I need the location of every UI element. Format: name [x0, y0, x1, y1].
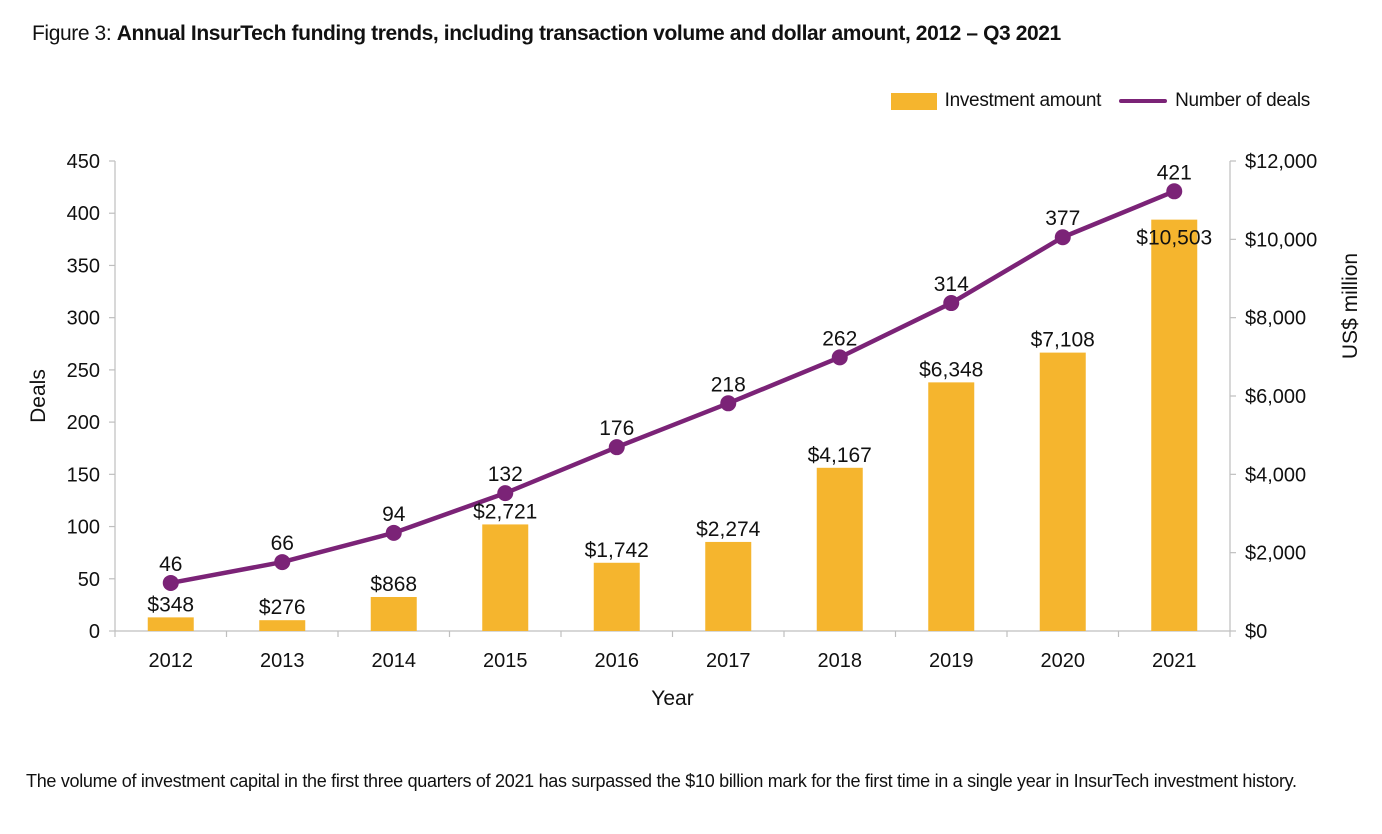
deals-data-label: 132: [488, 463, 523, 486]
bar-2021: [1151, 219, 1198, 631]
footnote: The volume of investment capital in the …: [26, 771, 1297, 791]
bar-2012: [147, 617, 194, 631]
x-tick-label: 2018: [818, 650, 863, 672]
bar-data-label: $1,742: [585, 539, 649, 562]
bar-data-label: $6,348: [919, 358, 983, 381]
funding-chart: 0 50 100 150 200 250 300 350 400 450 $0 $2,000 $4,00…: [27, 151, 1362, 710]
bar-data-label: $4,167: [808, 444, 872, 467]
right-tick-label: $8,000: [1245, 308, 1306, 330]
bar-2019: [928, 382, 975, 631]
bar-2017: [705, 541, 752, 631]
figure-title: Figure 3: Annual InsurTech funding trend…: [32, 22, 1061, 46]
deals-data-label: 176: [599, 417, 634, 440]
right-axis-title: US$ million: [1339, 253, 1362, 359]
left-tick-label: 250: [67, 360, 100, 382]
x-tick-label: 2020: [1041, 650, 1086, 672]
deals-data-label: 314: [934, 273, 969, 296]
x-tick-label: 2017: [706, 650, 751, 672]
legend-swatch-investment: [890, 92, 937, 110]
left-tick-label: 0: [89, 621, 100, 643]
deals-point-2013: [274, 554, 291, 571]
deals-data-label: 421: [1157, 161, 1192, 184]
deals-point-2017: [720, 395, 737, 412]
x-tick-label: 2015: [483, 650, 528, 672]
deals-point-2015: [497, 485, 514, 502]
bar-2014: [370, 597, 417, 631]
deals-data-label: 66: [271, 532, 294, 555]
left-tick-label: 300: [67, 308, 100, 330]
deals-point-2021: [1166, 183, 1183, 200]
bar-data-label: $2,274: [696, 518, 761, 541]
legend-label-investment: Investment amount: [944, 90, 1102, 111]
figure-title-text: Annual InsurTech funding trends, includi…: [116, 22, 1062, 45]
bar-2013: [259, 620, 306, 631]
deals-point-2020: [1054, 229, 1071, 246]
deals-data-label: 46: [159, 553, 182, 576]
legend-item-investment: Investment amount: [890, 90, 1102, 112]
left-tick-label: 200: [67, 412, 100, 434]
legend-item-deals: Number of deals: [1119, 90, 1310, 112]
bar-data-label: $2,721: [473, 500, 537, 523]
deals-point-2012: [162, 574, 179, 591]
right-tick-label: $12,000: [1245, 151, 1317, 173]
right-tick-label: $2,000: [1245, 543, 1306, 565]
left-tick-label: 150: [67, 464, 100, 486]
x-tick-label: 2014: [372, 650, 417, 672]
x-tick-label: 2021: [1152, 650, 1197, 672]
figure-label: Figure 3:: [32, 22, 112, 45]
bar-data-label: $7,108: [1031, 329, 1095, 352]
deals-line: [168, 189, 1177, 586]
x-tick-label: 2012: [149, 650, 194, 672]
deals-data-label: 262: [822, 327, 857, 350]
left-tick-label: 450: [67, 151, 100, 173]
right-tick-label: $4,000: [1245, 464, 1306, 486]
deals-point-2019: [943, 295, 960, 312]
bar-2015: [482, 524, 529, 631]
left-tick-label: 350: [67, 255, 100, 277]
legend-swatch-deals: [1119, 99, 1168, 103]
left-axis-title: Deals: [27, 369, 50, 423]
x-axis-title: Year: [651, 687, 693, 710]
deals-point-2016: [608, 439, 625, 456]
bar-data-label: $868: [370, 573, 417, 596]
deals-data-label: 377: [1045, 207, 1080, 230]
right-tick-label: $6,000: [1245, 386, 1306, 408]
left-tick-label: 400: [67, 203, 100, 225]
bar-data-label: $348: [147, 593, 194, 616]
bar-2020: [1039, 352, 1086, 631]
deals-point-2014: [385, 524, 402, 541]
right-tick-label: $10,000: [1245, 229, 1317, 251]
x-tick-label: 2013: [260, 650, 305, 672]
bar-data-label: $10,503: [1136, 227, 1212, 250]
bar-2016: [593, 562, 640, 631]
left-tick-label: 100: [67, 517, 100, 539]
legend-label-deals: Number of deals: [1175, 90, 1310, 111]
left-tick-label: 50: [78, 569, 100, 591]
chart-legend: Investment amount Number of deals: [890, 90, 1310, 112]
x-tick-label: 2019: [929, 650, 974, 672]
bar-data-label: $276: [259, 596, 306, 619]
deals-point-2018: [831, 349, 848, 366]
deals-data-label: 218: [711, 373, 746, 396]
x-tick-label: 2016: [595, 650, 640, 672]
deals-data-label: 94: [382, 503, 406, 526]
bar-2018: [816, 467, 863, 631]
right-tick-label: $0: [1245, 621, 1267, 643]
